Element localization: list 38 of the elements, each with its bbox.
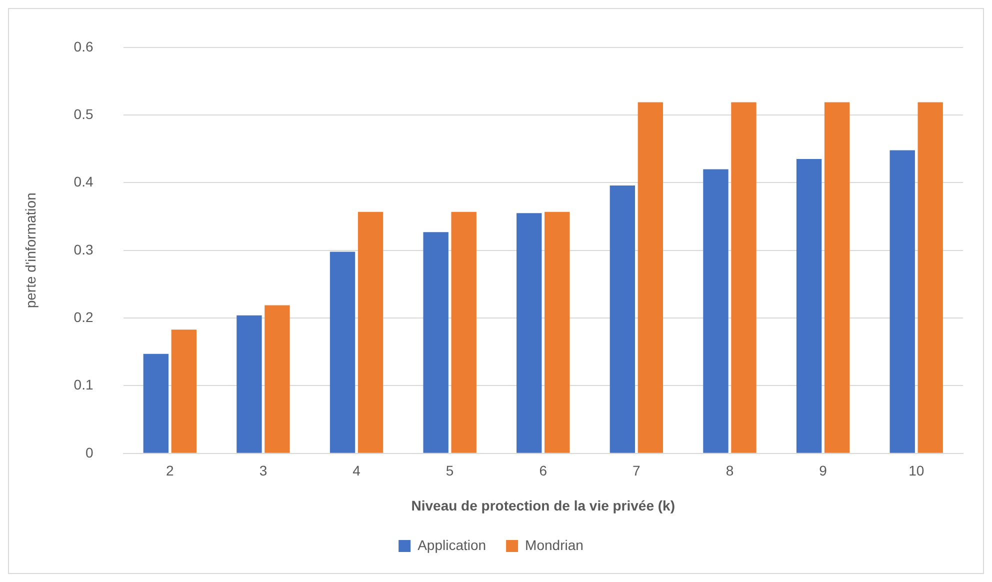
y-tick-label: 0.6 — [74, 38, 94, 54]
bar — [330, 252, 356, 453]
x-tick-label: 3 — [259, 462, 268, 479]
bar — [703, 169, 728, 453]
bar — [143, 354, 169, 453]
x-tick-label: 4 — [352, 462, 361, 479]
x-tick-label: 8 — [726, 462, 734, 479]
bar — [451, 212, 476, 453]
y-tick-label: 0.2 — [74, 308, 94, 325]
y-tick-label: 0 — [85, 444, 94, 460]
y-tick-label: 0.5 — [74, 106, 94, 122]
bar — [610, 185, 636, 453]
bar — [358, 212, 384, 453]
bar — [824, 102, 850, 453]
bar — [638, 102, 664, 453]
bar — [890, 150, 915, 453]
y-axis-title: perte d'information — [22, 192, 38, 308]
bar — [544, 212, 570, 453]
x-tick-label: 7 — [632, 462, 641, 479]
x-tick-label: 10 — [908, 462, 924, 479]
bar — [796, 159, 822, 453]
x-axis-title: Niveau de protection de la vie privée (k) — [411, 497, 676, 514]
y-tick-label: 0.1 — [74, 376, 94, 393]
bar — [516, 213, 542, 453]
x-tick-label: 6 — [539, 462, 548, 479]
legend-label: Application — [418, 536, 486, 553]
bar — [423, 232, 448, 453]
legend-label: Mondrian — [525, 536, 584, 553]
bar — [731, 102, 756, 453]
x-tick-label: 9 — [819, 462, 828, 479]
x-tick-label: 5 — [446, 462, 454, 479]
bar — [918, 102, 943, 453]
x-tick-label: 2 — [166, 462, 174, 479]
bar — [236, 315, 262, 453]
y-tick-label: 0.3 — [74, 241, 94, 258]
bar — [171, 330, 197, 453]
y-tick-label: 0.4 — [74, 174, 94, 190]
bar — [264, 305, 290, 453]
